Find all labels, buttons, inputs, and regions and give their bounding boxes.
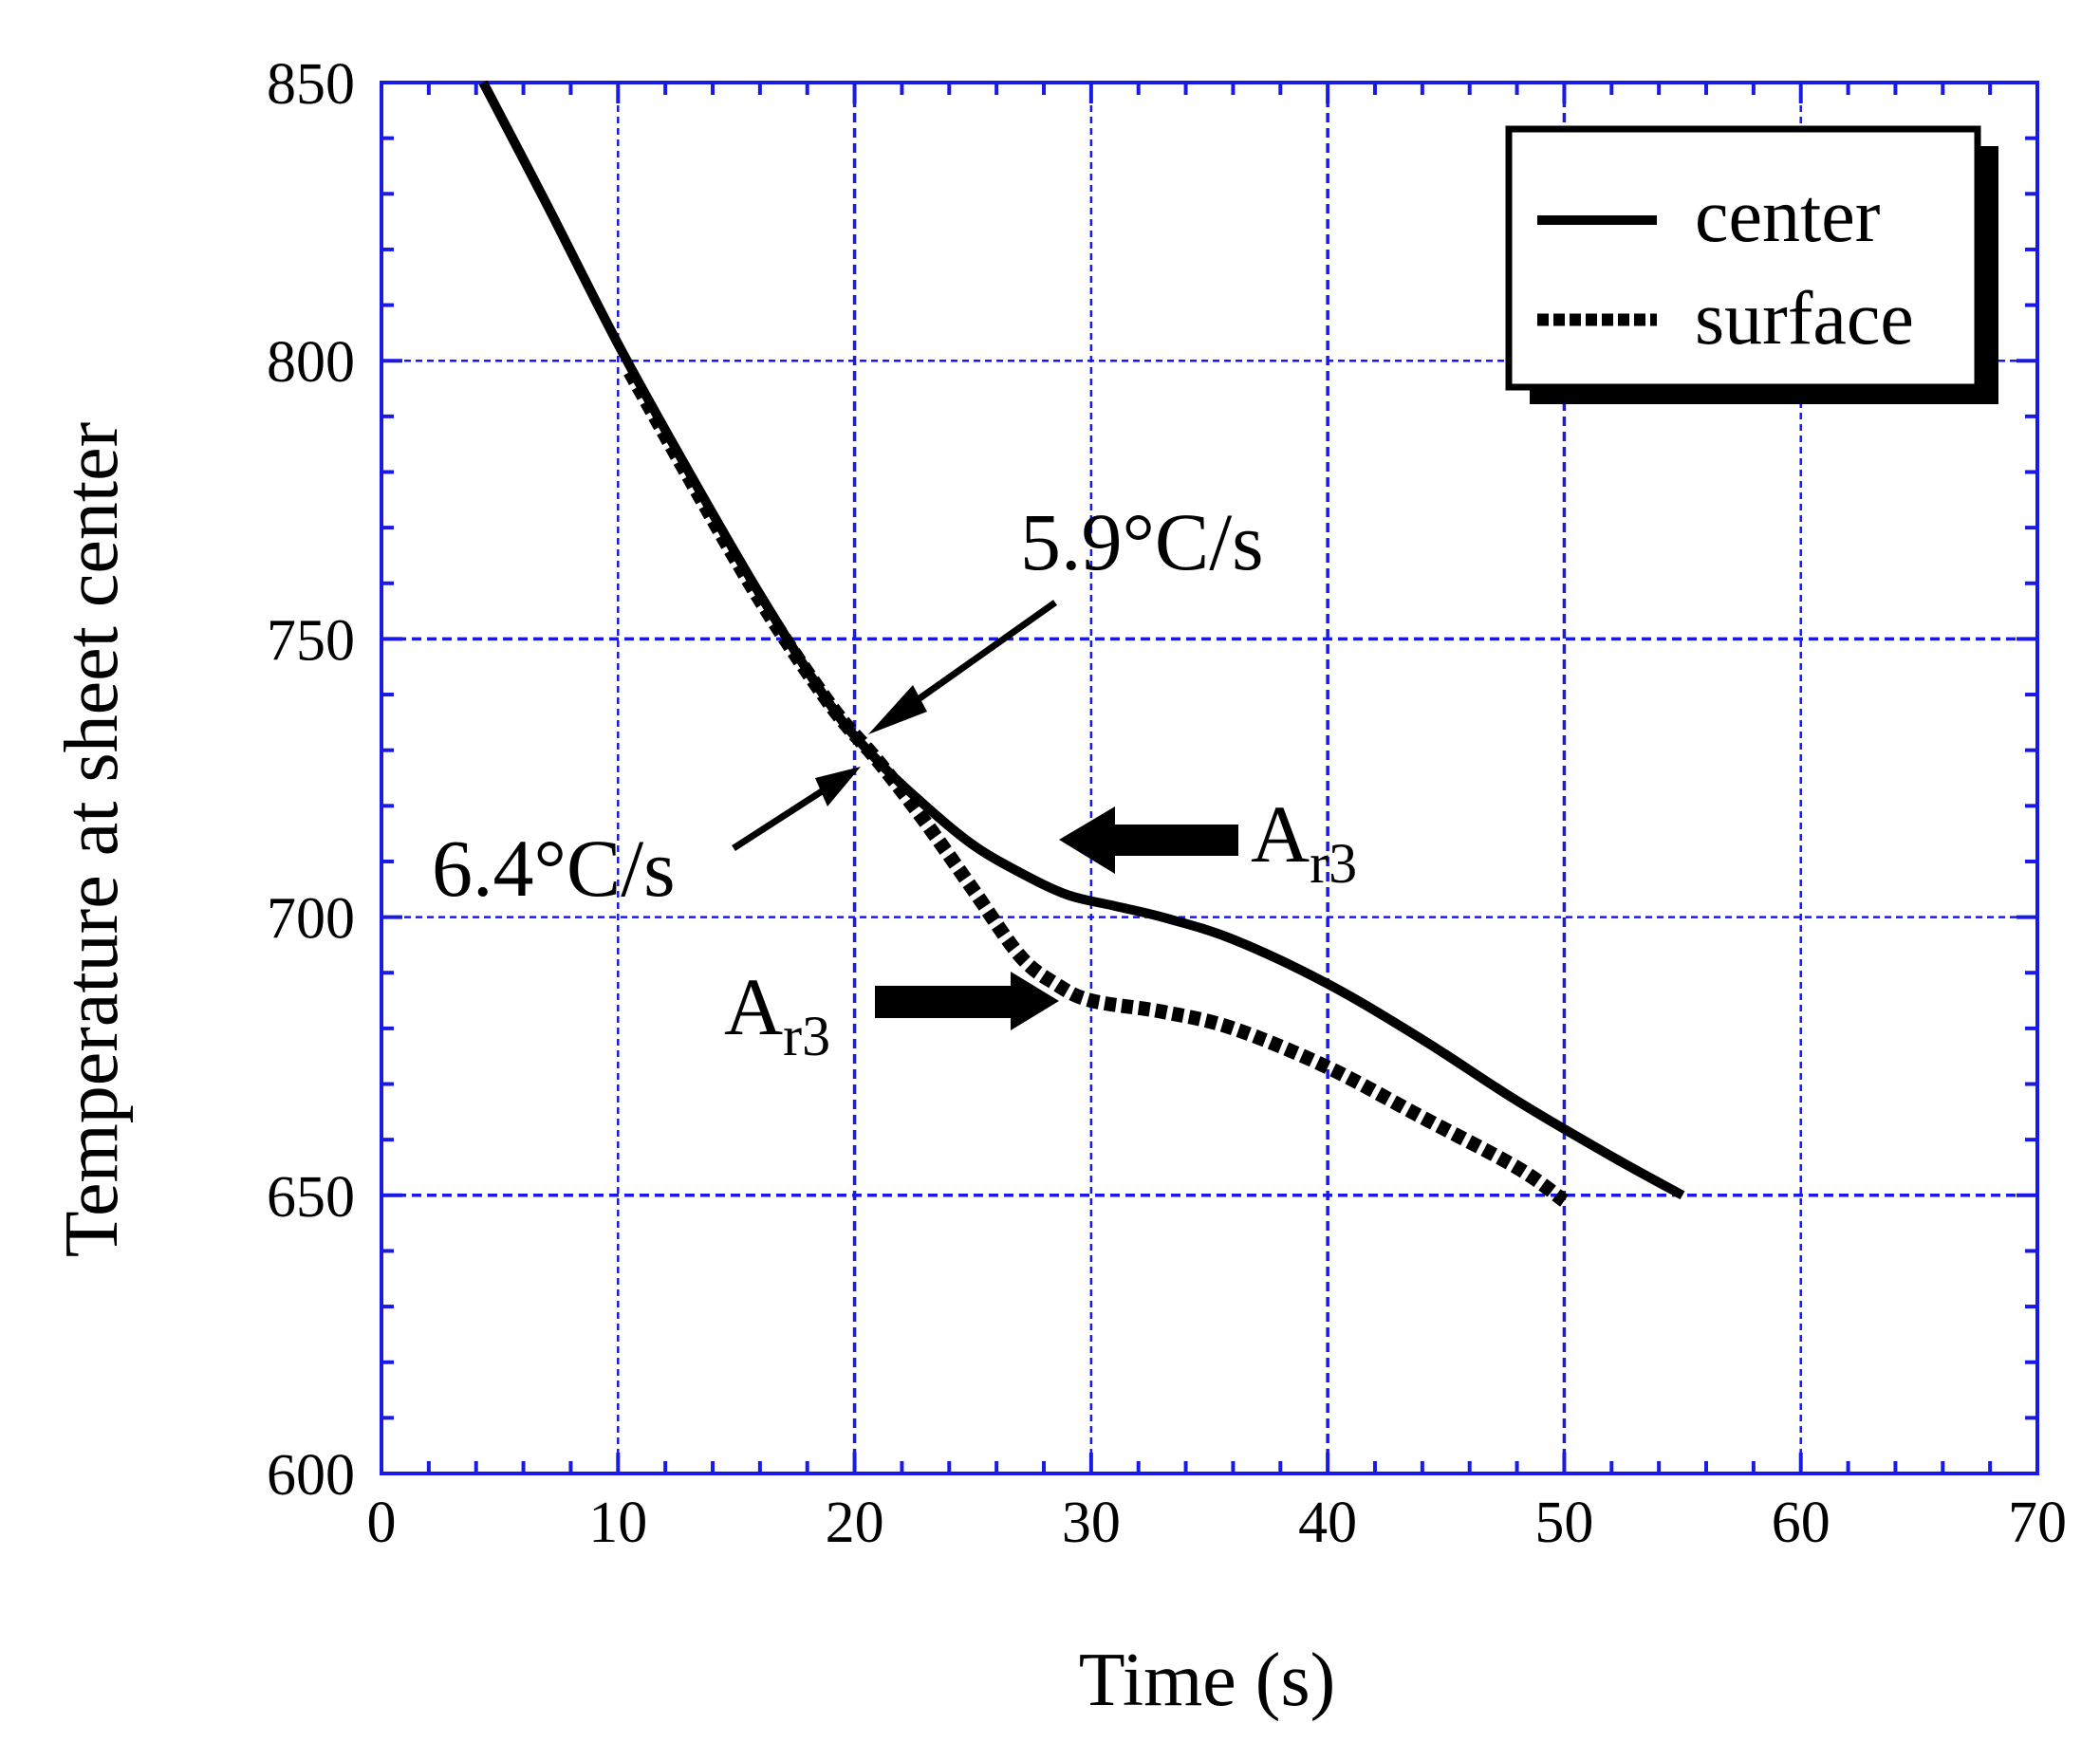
y-tick-label: 700 [267, 887, 355, 952]
annotation-ar3-surface: Ar3 [724, 961, 1059, 1067]
annotation-ar3-center: Ar3 [1059, 788, 1357, 895]
rate-surface-label: 6.4°C/s [432, 823, 676, 914]
ar3-center-label: Ar3 [1251, 788, 1357, 895]
x-tick-label: 20 [826, 1491, 884, 1555]
grid-lines [381, 83, 2037, 1473]
x-tick-label: 50 [1534, 1491, 1593, 1555]
y-tick-labels: 600 650 700 750 800 850 [267, 52, 355, 1508]
ar3-center-arrow [1059, 806, 1238, 874]
ar3-surface-arrow [875, 972, 1059, 1030]
rate-center-label: 5.9°C/s [1020, 496, 1264, 587]
annotation-rate-center: 5.9°C/s [868, 496, 1264, 734]
y-tick-label: 800 [267, 330, 355, 395]
data-series [478, 80, 1685, 1207]
x-axis-title: Time (s) [1079, 1639, 1335, 1722]
y-tick-label: 850 [267, 52, 355, 117]
y-tick-label: 650 [267, 1165, 355, 1230]
ar3-surface-label: Ar3 [724, 961, 830, 1067]
ar3-surface-subscript: r3 [783, 1005, 830, 1067]
ar3-center-base: A [1251, 788, 1310, 880]
plot-border [380, 81, 2039, 1475]
x-tick-label: 0 [367, 1491, 397, 1555]
x-tick-label: 30 [1062, 1491, 1121, 1555]
x-tick-label: 10 [588, 1491, 647, 1555]
x-tick-label: 40 [1298, 1491, 1357, 1555]
annotation-rate-surface: 6.4°C/s [432, 767, 861, 914]
x-tick-labels: 0 10 20 30 40 50 60 70 [367, 1491, 2068, 1555]
legend-box [1505, 125, 1981, 391]
rate-surface-arrow-line [732, 780, 837, 851]
y-tick-label: 750 [267, 608, 355, 673]
series-line-surface [623, 368, 1569, 1207]
x-tick-label: 60 [1772, 1491, 1831, 1555]
rate-center-arrowhead [868, 685, 927, 734]
legend: center surface [1505, 125, 1998, 404]
axis-ticks [380, 81, 2039, 1475]
legend-label-center: center [1695, 175, 1880, 258]
ar3-center-subscript: r3 [1310, 832, 1357, 895]
x-tick-label: 70 [2008, 1491, 2067, 1555]
y-tick-label: 600 [267, 1443, 355, 1508]
rate-surface-arrowhead [815, 767, 861, 806]
legend-label-surface: surface [1695, 277, 1914, 361]
plot-frame [380, 81, 2039, 1475]
y-axis-title: Temperature at sheet center [50, 422, 134, 1258]
ar3-surface-base: A [724, 961, 783, 1052]
